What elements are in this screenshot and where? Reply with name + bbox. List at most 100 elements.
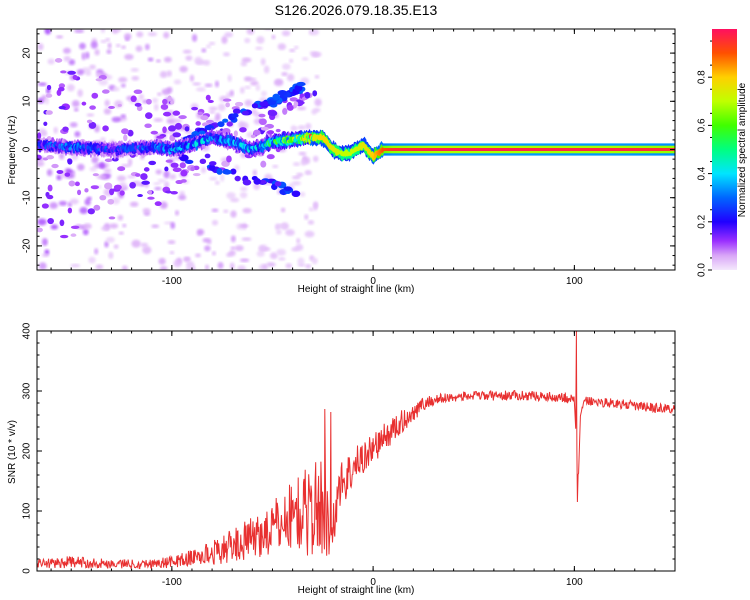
spectrogram-heatmap xyxy=(37,29,675,270)
heatmap-blob xyxy=(175,180,183,185)
snr-series-line xyxy=(37,331,675,570)
spectrogram-x-label: Height of straight line (km) xyxy=(298,284,415,295)
heatmap-blob xyxy=(156,59,161,63)
heatmap-blob xyxy=(62,47,71,54)
heatmap-blob xyxy=(86,113,95,117)
heatmap-blob xyxy=(41,238,48,246)
heatmap-blob xyxy=(54,58,63,63)
heatmap-blob xyxy=(104,158,113,163)
heatmap-blob xyxy=(308,207,314,212)
heatmap-blob xyxy=(161,88,171,96)
colorbar-tick-label: 0.6 xyxy=(697,118,708,132)
heatmap-blob xyxy=(130,95,137,103)
heatmap-blob xyxy=(105,236,115,243)
heatmap-blob xyxy=(62,126,69,132)
heatmap-blob xyxy=(313,203,318,211)
heatmap-blob xyxy=(142,246,152,255)
spectrogram-y-ticks: -20 -10 0 10 20 xyxy=(22,33,675,266)
heatmap-blob xyxy=(222,52,230,57)
heatmap-blob xyxy=(117,166,126,172)
heatmap-blob xyxy=(166,70,172,77)
heatmap-blob xyxy=(72,74,78,80)
heatmap-blob xyxy=(102,125,109,132)
heatmap-blob xyxy=(112,197,120,205)
colorbar-tick-label: 0.0 xyxy=(697,263,708,277)
heatmap-blob xyxy=(304,214,309,220)
heatmap-blob xyxy=(41,203,49,209)
heatmap-blob xyxy=(267,130,275,135)
heatmap-blob xyxy=(86,119,93,124)
heatmap-blob xyxy=(50,224,59,230)
heatmap-blob xyxy=(183,257,191,262)
heatmap-blob xyxy=(208,41,216,46)
heatmap-blob xyxy=(121,128,129,135)
heatmap-blob xyxy=(82,228,89,236)
heatmap-blob xyxy=(293,101,299,107)
heatmap-blob xyxy=(164,166,169,172)
heatmap-blob xyxy=(304,169,312,176)
heatmap-blob xyxy=(37,160,45,167)
heatmap-blob xyxy=(106,49,112,55)
heatmap-blob xyxy=(304,91,311,99)
heatmap-blob xyxy=(137,194,143,198)
heatmap-blob xyxy=(278,257,286,261)
heatmap-blob xyxy=(170,221,176,230)
heatmap-ridge-segment xyxy=(68,147,72,151)
heatmap-blob xyxy=(266,262,276,267)
heatmap-blob xyxy=(58,200,68,206)
heatmap-blob xyxy=(190,166,195,172)
snr-y-label: SNR (10 * v/v) xyxy=(7,420,18,484)
heatmap-blob xyxy=(240,61,248,67)
heatmap-blob xyxy=(260,126,269,131)
heatmap-blob xyxy=(249,77,257,82)
heatmap-blob xyxy=(234,175,241,182)
heatmap-blob xyxy=(205,264,210,270)
heatmap-blob xyxy=(191,106,199,111)
heatmap-blob xyxy=(289,48,296,53)
heatmap-blob xyxy=(204,153,211,159)
heatmap-blob xyxy=(60,70,67,74)
heatmap-blob xyxy=(242,179,252,186)
heatmap-blob xyxy=(124,53,134,60)
heatmap-blob xyxy=(37,218,47,226)
heatmap-blob xyxy=(165,190,172,194)
heatmap-blob xyxy=(79,207,88,215)
heatmap-blob xyxy=(120,114,126,119)
heatmap-blob xyxy=(92,173,99,177)
heatmap-blob xyxy=(127,129,134,137)
heatmap-blob xyxy=(59,219,65,227)
colorbar-tick-label: 0.8 xyxy=(697,70,708,84)
heatmap-blob xyxy=(134,102,142,107)
x-tick-label: 0 xyxy=(370,577,376,588)
heatmap-blob xyxy=(129,201,139,207)
heatmap-blob xyxy=(173,79,182,85)
heatmap-blob xyxy=(146,98,152,105)
heatmap-blob xyxy=(170,162,179,168)
heatmap-blob xyxy=(239,86,245,94)
heatmap-blob xyxy=(153,182,161,186)
heatmap-blob xyxy=(37,82,47,87)
heatmap-blob xyxy=(115,43,121,48)
heatmap-blob xyxy=(260,58,266,66)
heatmap-blob xyxy=(46,169,53,177)
snr-x-ticks: -100 0 100 xyxy=(50,331,676,588)
heatmap-blob xyxy=(305,263,312,269)
heatmap-blob xyxy=(156,135,165,139)
heatmap-blob xyxy=(297,125,306,130)
heatmap-blob xyxy=(230,168,237,175)
y-tick-label: -20 xyxy=(22,238,33,253)
heatmap-blob xyxy=(285,263,293,269)
heatmap-blob xyxy=(276,248,287,256)
heatmap-blob xyxy=(208,164,216,172)
heatmap-blob xyxy=(169,173,177,180)
colorbar-ticks: 0.0 0.2 0.4 0.6 0.8 xyxy=(697,40,712,277)
heatmap-blob xyxy=(231,113,239,118)
heatmap-blob xyxy=(111,157,119,162)
heatmap-blob xyxy=(67,207,73,214)
heatmap-blob xyxy=(230,197,240,203)
heatmap-blob xyxy=(260,90,267,97)
heatmap-blob xyxy=(185,159,194,164)
heatmap-blob xyxy=(95,264,104,270)
heatmap-blob xyxy=(43,121,48,127)
